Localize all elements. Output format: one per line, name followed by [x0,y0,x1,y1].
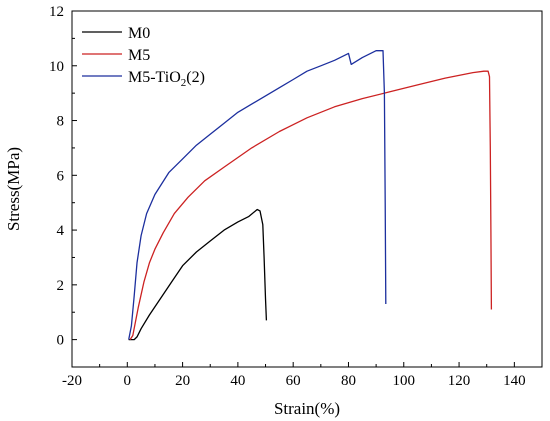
series-line-1 [129,70,493,340]
axis-ticks: -20 0 20 40 60 80 100 120 140 0 2 4 6 8 10 12 [49,4,526,389]
legend-suffix: (2) [186,69,205,86]
y-tick-label: 2 [57,278,65,294]
y-tick-label: 4 [57,223,65,239]
y-tick-label: 10 [49,59,64,75]
x-tick-label: 0 [124,373,132,389]
legend-label-m5-tio2: M5-TiO2(2) [128,69,205,89]
legend: M0 M5 M5-TiO2(2) [82,25,205,89]
x-tick-label: 20 [175,373,190,389]
x-tick-label: 80 [341,373,356,389]
data-series [128,50,493,341]
series-line-2 [128,50,387,340]
y-tick-label: 6 [57,168,65,184]
series-line-0 [128,208,268,341]
legend-subscript: 2 [181,77,187,89]
y-axis-title: Stress(MPa) [4,147,23,231]
x-tick-label: -20 [62,373,82,389]
y-tick-label: 0 [57,333,65,349]
x-tick-label: 60 [286,373,301,389]
y-tick-label: 8 [57,114,65,130]
y-tick-label: 12 [49,4,64,20]
x-axis-title: Strain(%) [274,399,340,418]
x-tick-label: 140 [503,373,526,389]
x-tick-label: 40 [230,373,245,389]
legend-label-m5: M5 [128,47,150,64]
x-tick-label: 100 [393,373,416,389]
legend-label-m0: M0 [128,25,150,42]
plot-frame [71,10,543,368]
x-tick-label: 120 [448,373,471,389]
